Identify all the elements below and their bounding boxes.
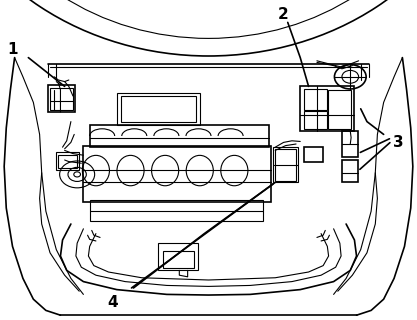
Text: 4: 4 [107, 295, 118, 310]
Bar [121, 96, 196, 122]
Bar [117, 93, 200, 125]
Text: 2: 2 [278, 7, 289, 22]
Bar [50, 88, 73, 110]
Bar [58, 155, 77, 168]
Bar [158, 243, 198, 270]
Bar [342, 131, 358, 157]
Bar [342, 160, 358, 182]
Text: 3: 3 [393, 135, 404, 150]
Text: 1: 1 [7, 42, 18, 57]
Bar [56, 152, 79, 170]
Bar [90, 125, 269, 147]
Bar [304, 89, 327, 110]
Bar [90, 200, 263, 221]
Bar [163, 251, 194, 268]
Bar [83, 146, 271, 202]
Bar [304, 111, 327, 129]
Bar [273, 147, 298, 182]
Bar [48, 85, 75, 112]
Bar [300, 86, 354, 131]
Bar [275, 149, 296, 181]
Bar [328, 90, 351, 129]
Bar [304, 147, 323, 162]
